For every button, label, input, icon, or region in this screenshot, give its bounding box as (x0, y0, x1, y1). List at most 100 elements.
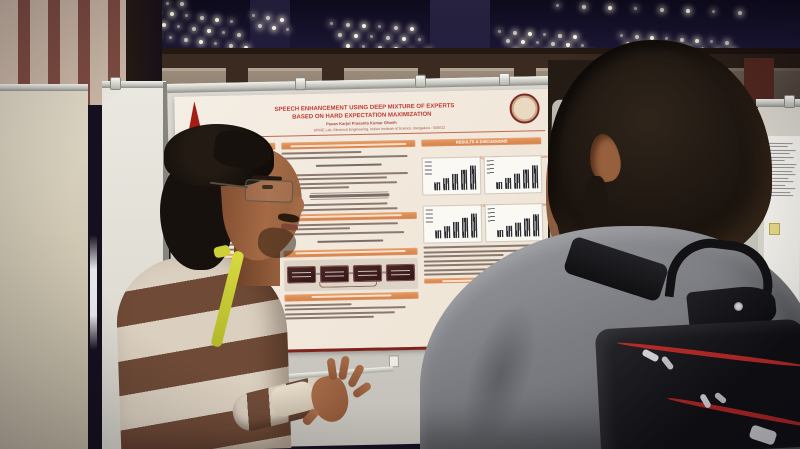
text-line (767, 173, 796, 176)
text-line (282, 202, 388, 207)
ceiling-light (418, 38, 421, 41)
text-line (181, 208, 262, 212)
text-line (281, 176, 387, 181)
chart-row (421, 155, 543, 196)
ceiling-light (230, 20, 233, 23)
ceiling-light (402, 37, 406, 41)
bar-group (435, 230, 442, 239)
text-line (181, 181, 267, 186)
text-line (184, 158, 268, 163)
ceiling-light (252, 14, 255, 17)
text-line (182, 233, 270, 238)
ceiling-light (229, 44, 233, 48)
text-line (767, 170, 793, 172)
text-line (181, 212, 269, 217)
ceiling-light (620, 34, 623, 37)
ceiling-light (184, 38, 188, 42)
bar-group (505, 177, 512, 189)
poster-board-right-1 (700, 112, 758, 449)
poster-column-middle (280, 137, 420, 345)
ceiling-light (199, 40, 203, 44)
text-line (767, 191, 791, 193)
equation (299, 190, 399, 201)
bar-group (496, 182, 503, 190)
ceiling-light (712, 10, 715, 13)
text-line (767, 180, 794, 183)
bar-group (443, 178, 450, 191)
ceiling-light (280, 18, 284, 22)
research-poster: SPEECH ENHANCEMENT USING DEEP MIXTURE OF… (174, 89, 558, 355)
ceiling-light (498, 30, 501, 33)
spire-logo-icon (184, 101, 205, 131)
equation (200, 222, 259, 232)
bar-chart-panel (483, 155, 543, 195)
equation (307, 160, 391, 171)
ceiling-light (506, 39, 510, 43)
bar-group (452, 173, 459, 191)
ceiling-light (200, 16, 204, 20)
text-line (424, 266, 530, 272)
wall-dark-gap (126, 0, 162, 95)
text-line (423, 253, 504, 258)
text-line (182, 242, 266, 247)
section-header-bar (282, 211, 418, 222)
ceiling-light (626, 42, 630, 46)
text-line (281, 180, 398, 186)
poster-board-main: SPEECH ENHANCEMENT USING DEEP MIXTURE OF… (167, 72, 565, 449)
bar-group (506, 225, 513, 237)
ceiling-light (166, 2, 169, 5)
ceiling-light (222, 31, 225, 34)
block-diagram (283, 257, 419, 292)
text-line (767, 142, 793, 144)
ceiling-light (346, 23, 350, 27)
bar-group (434, 182, 441, 191)
ceiling-light (354, 34, 358, 38)
text-line (282, 221, 399, 227)
ceiling-light (370, 35, 373, 38)
ceiling-light (635, 35, 639, 39)
small-poster-sheet (763, 135, 800, 335)
zipper-pull (641, 348, 660, 363)
section-header-bar (424, 276, 545, 284)
ceiling-light (521, 40, 525, 44)
text-line (281, 154, 408, 160)
ceiling-light (513, 31, 517, 35)
text-line (767, 163, 797, 165)
text-line (284, 302, 352, 307)
bar-group (470, 165, 477, 190)
zipper-pull (660, 355, 675, 371)
aluminum-strip (696, 108, 703, 449)
ceiling-light (214, 42, 217, 45)
ceiling-light (695, 39, 699, 43)
text-line (184, 167, 258, 172)
bar-group (514, 222, 522, 237)
ceiling-light (725, 41, 729, 45)
ceiling-light (573, 35, 577, 39)
text-line (767, 145, 788, 148)
ceiling-light (660, 8, 664, 12)
ceiling-light (192, 27, 196, 31)
chart-caption-unseen: PESQ and STOI scores for unseen noise ca… (477, 202, 558, 208)
ceiling-light (386, 36, 390, 40)
ceiling-light (680, 38, 684, 42)
experiments-header-bar (284, 291, 419, 302)
text-line (182, 248, 240, 252)
section-header-bar (180, 142, 276, 152)
text-line (767, 177, 789, 179)
ceiling-light (169, 36, 172, 39)
ceiling-light (330, 22, 333, 25)
text-line (281, 186, 350, 190)
board-top-rail (102, 77, 166, 90)
text-line (424, 272, 495, 276)
ceiling-light (582, 5, 586, 9)
text-line (767, 159, 786, 162)
text-line (282, 227, 351, 231)
board-top-rail (700, 103, 758, 116)
bar-group (471, 213, 478, 238)
bar-group (522, 169, 530, 189)
yellow-tag (769, 223, 780, 235)
text-line (424, 262, 514, 267)
chart-row (422, 203, 544, 244)
ceiling-light (362, 45, 365, 48)
bar-chart-panel (421, 156, 482, 196)
